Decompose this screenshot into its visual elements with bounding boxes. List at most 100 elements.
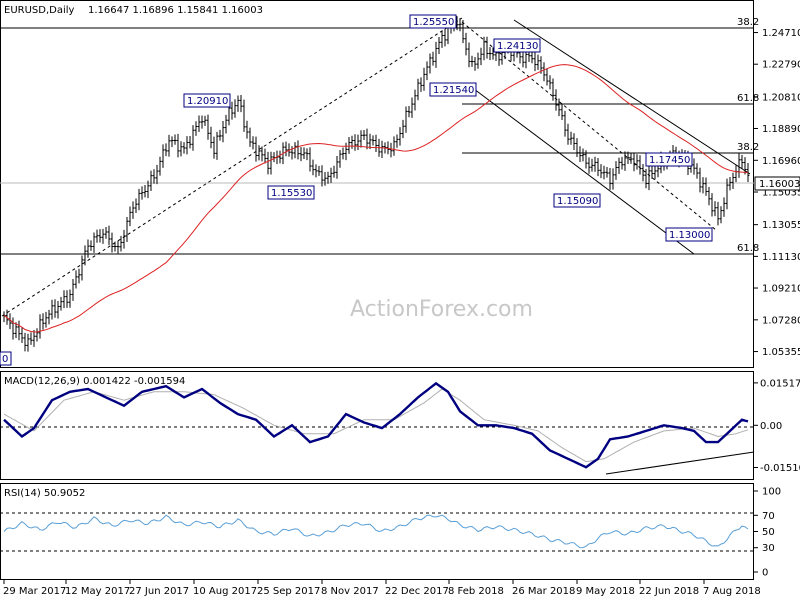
price-bar bbox=[419, 77, 423, 92]
price-bar bbox=[647, 164, 651, 191]
price-bar bbox=[92, 232, 96, 253]
watermark: ActionForex.com bbox=[350, 297, 533, 322]
rising-trendline bbox=[1, 17, 463, 317]
current-price-label: 1.16003 bbox=[759, 179, 800, 190]
price-bar bbox=[77, 268, 81, 284]
price-bar bbox=[179, 141, 183, 157]
price-bar bbox=[164, 143, 168, 157]
falling-trendline bbox=[461, 21, 717, 231]
price-bar bbox=[335, 156, 339, 179]
price-bar bbox=[533, 52, 537, 72]
price-bar bbox=[44, 311, 48, 328]
price-bar bbox=[545, 68, 549, 86]
macd-y-axis: 0.015176 0.00 -0.015105 bbox=[754, 378, 800, 474]
price-tick-label: 1.05355 bbox=[762, 347, 800, 358]
price-bar bbox=[602, 165, 606, 180]
price-bar bbox=[605, 167, 609, 178]
price-bar bbox=[710, 193, 714, 217]
price-bar bbox=[50, 299, 54, 320]
fib-label-3: 38.2 bbox=[737, 142, 759, 153]
price-bar bbox=[473, 57, 477, 71]
price-bar bbox=[299, 147, 303, 162]
price-bar bbox=[644, 168, 648, 189]
price-bar bbox=[596, 157, 600, 177]
price-bar bbox=[332, 165, 336, 178]
level-label-113000: 1.13000 bbox=[665, 227, 713, 242]
price-bar bbox=[422, 67, 426, 91]
x-tick-label: 7 Aug 2018 bbox=[703, 586, 761, 597]
price-bar bbox=[143, 185, 147, 198]
price-bar bbox=[461, 19, 465, 44]
price-bar bbox=[566, 123, 570, 145]
macd-title: MACD(12,26,9) 0.001422 -0.001594 bbox=[4, 376, 185, 387]
price-bar bbox=[587, 157, 591, 174]
price-bar bbox=[35, 328, 39, 342]
price-bar bbox=[338, 149, 342, 168]
price-bar bbox=[155, 164, 159, 185]
x-tick-label: 8 Feb 2018 bbox=[448, 586, 504, 597]
price-tick-label: 1.13055 bbox=[762, 220, 800, 231]
level-label-120910: 1.20910 bbox=[183, 93, 231, 108]
price-bar bbox=[296, 140, 300, 160]
price-tick-label: 1.18890 bbox=[762, 124, 800, 135]
price-bar bbox=[464, 32, 468, 56]
price-bar bbox=[578, 146, 582, 163]
macd-signal-line bbox=[3, 388, 749, 463]
price-panel-border bbox=[0, 0, 754, 368]
rsi-tick-label: 70 bbox=[762, 511, 775, 522]
x-tick-label: 10 Aug 2017 bbox=[193, 586, 257, 597]
price-bar bbox=[125, 217, 129, 243]
price-tick-label: 1.11130 bbox=[762, 252, 800, 263]
price-bar bbox=[116, 241, 120, 254]
price-bar bbox=[347, 137, 351, 154]
level-label-115090: 1.15090 bbox=[553, 193, 601, 208]
svg-text:1.21540: 1.21540 bbox=[433, 85, 474, 96]
level-label-115530: 1.15530 bbox=[267, 185, 315, 200]
price-bar bbox=[638, 155, 642, 175]
price-bar bbox=[185, 136, 189, 155]
price-bar bbox=[65, 290, 69, 308]
price-bar bbox=[170, 136, 174, 148]
x-tick-label: 29 Mar 2017 bbox=[3, 586, 66, 597]
price-bar bbox=[194, 121, 198, 136]
price-bar bbox=[365, 128, 369, 150]
price-bar bbox=[209, 126, 213, 149]
price-bar bbox=[245, 120, 249, 139]
price-bar bbox=[74, 270, 78, 289]
price-bar bbox=[704, 177, 708, 196]
price-bar bbox=[26, 333, 30, 352]
level-label-zero: 0 bbox=[0, 351, 12, 366]
price-bar bbox=[701, 177, 705, 194]
svg-text:1.15090: 1.15090 bbox=[557, 196, 598, 207]
price-bar bbox=[734, 165, 738, 183]
price-tick-label: 1.24710 bbox=[762, 28, 800, 39]
price-bar bbox=[131, 201, 135, 219]
x-tick-label: 25 Sep 2017 bbox=[257, 586, 320, 597]
price-bar bbox=[260, 146, 264, 162]
price-bar bbox=[374, 134, 378, 153]
price-bar bbox=[224, 114, 228, 134]
price-bar bbox=[653, 165, 657, 180]
price-bar bbox=[32, 330, 36, 347]
svg-text:1.25550: 1.25550 bbox=[413, 17, 454, 28]
price-bar bbox=[197, 115, 201, 132]
price-tick-label: 1.15035 bbox=[762, 188, 800, 199]
price-bar bbox=[428, 53, 432, 74]
price-bar bbox=[149, 170, 153, 191]
price-bar bbox=[272, 152, 276, 163]
price-bar bbox=[305, 148, 309, 161]
macd-tick-label: 0.00 bbox=[760, 421, 782, 432]
price-bar bbox=[584, 150, 588, 169]
price-bar bbox=[17, 320, 21, 341]
rsi-y-axis: 100 70 50 30 0 bbox=[754, 487, 781, 579]
price-bar bbox=[263, 148, 267, 164]
price-bar bbox=[410, 97, 414, 118]
price-bar bbox=[386, 141, 390, 155]
price-bar bbox=[200, 115, 204, 129]
price-bar bbox=[311, 159, 315, 176]
price-bar bbox=[239, 95, 243, 113]
price-tick-label: 1.07280 bbox=[762, 315, 800, 326]
price-bar bbox=[62, 290, 66, 309]
price-bar bbox=[68, 289, 72, 308]
price-bar bbox=[98, 229, 102, 243]
